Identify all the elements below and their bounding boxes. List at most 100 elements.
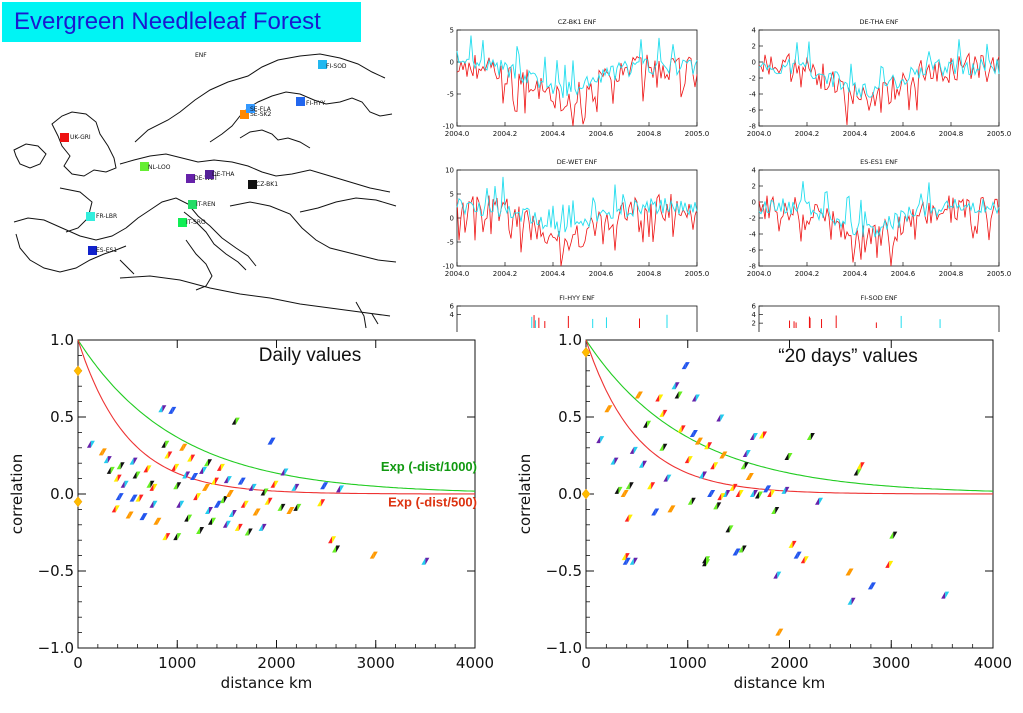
data-point	[754, 491, 763, 499]
ts-xtick: 2004.6	[891, 130, 916, 138]
coastlines	[13, 53, 397, 329]
site-marker-it-sro	[178, 218, 187, 227]
y-tick-label: 0.5	[558, 408, 582, 426]
data-point	[421, 557, 430, 565]
data-point	[73, 496, 83, 508]
site-label-fi-hyy: FI-HYY	[306, 100, 326, 107]
data-point	[725, 525, 734, 533]
data-point	[216, 463, 225, 471]
data-point	[867, 582, 876, 590]
data-point	[149, 500, 158, 508]
ts-series-red	[758, 195, 1000, 267]
x-tick-label: 1000	[158, 654, 196, 672]
data-point	[621, 553, 630, 561]
data-point	[219, 496, 228, 504]
data-point	[252, 508, 261, 516]
x-tick-label: 0	[73, 654, 83, 672]
data-point	[332, 545, 341, 553]
site-marker-fi-hyy	[296, 97, 305, 106]
y-tick-label: 1.0	[558, 331, 582, 349]
ts-ytick: 4	[752, 311, 757, 319]
x-tick-label: 2000	[257, 654, 295, 672]
data-point	[581, 346, 591, 358]
data-point	[622, 557, 631, 565]
data-point	[847, 597, 856, 605]
data-point	[596, 436, 605, 444]
data-point	[234, 523, 243, 531]
ts-ytick: 0	[752, 199, 756, 207]
data-point	[222, 520, 231, 528]
ts-xtick: 2004.8	[637, 130, 662, 138]
ts-series-red	[456, 193, 698, 267]
y-axis-label: correlation	[8, 454, 26, 535]
data-point	[173, 533, 182, 541]
ts-ytick: -8	[749, 263, 756, 271]
ts-ytick: -5	[447, 91, 454, 99]
y-tick-label: 0.5	[50, 408, 74, 426]
ts-title: CZ-BK1 ENF	[558, 18, 597, 26]
data-point	[735, 490, 744, 497]
data-point	[722, 490, 731, 497]
ts-frame	[456, 29, 698, 127]
data-point	[190, 473, 199, 481]
site-marker-cz-bk1	[248, 180, 257, 189]
data-point	[771, 506, 780, 514]
data-point	[176, 500, 185, 508]
ts-xtick: 2004.8	[939, 130, 964, 138]
data-point	[740, 462, 749, 470]
x-tick-label: 0	[581, 654, 591, 672]
data-point	[793, 551, 802, 559]
data-point	[320, 482, 329, 490]
data-point	[749, 433, 758, 441]
ts-ytick: 0	[752, 59, 756, 67]
data-point	[638, 460, 647, 468]
site-label-fr-lbr: FR-LBR	[96, 213, 117, 220]
ts-xtick: 2004.6	[891, 270, 916, 278]
data-point	[286, 506, 295, 514]
site-marker-de-wet	[186, 174, 195, 183]
timeseries-panel: CZ-BK1 ENF 5 0 -5 -10 2004.0 2004.2 2004.4 2004.…	[420, 10, 1020, 332]
ts-ytick: 2	[752, 320, 756, 328]
ts-ytick: 10	[445, 167, 454, 175]
ts-title: DE-THA ENF	[860, 18, 899, 26]
data-point	[732, 548, 741, 556]
data-point	[629, 446, 638, 454]
chart-title: Daily values	[259, 345, 361, 366]
data-point	[713, 502, 722, 510]
ts-xtick: 2005.0	[987, 130, 1012, 138]
x-tick-label: 4000	[974, 654, 1012, 672]
site-label-de-tha: DE-THA	[212, 171, 235, 178]
data-point	[687, 497, 696, 505]
data-point	[659, 443, 668, 451]
ts-ytick: 0	[450, 215, 454, 223]
ts-xtick: 2004.0	[445, 270, 470, 278]
data-point	[98, 448, 107, 456]
x-tick-label: 2000	[770, 654, 808, 672]
data-point	[624, 514, 633, 522]
x-axis-label: distance km	[221, 674, 313, 692]
data-point	[258, 523, 267, 531]
data-point	[277, 503, 286, 511]
data-point	[116, 462, 125, 470]
ts-ytick: -4	[749, 91, 757, 99]
ts-title: DE-WET ENF	[557, 158, 598, 166]
data-point	[270, 480, 279, 488]
y-tick-label: −0.5	[38, 562, 74, 580]
data-point	[759, 431, 768, 439]
data-point	[763, 485, 772, 493]
site-marker-fr-lbr	[86, 212, 95, 221]
ts-title: ES-ES1 ENF	[860, 158, 898, 166]
x-axis-label: distance km	[734, 674, 826, 692]
data-point	[228, 510, 237, 518]
data-point	[125, 511, 134, 519]
data-point	[581, 488, 591, 500]
data-point	[684, 456, 693, 464]
ts-xtick: 2004.0	[747, 270, 772, 278]
data-point	[237, 477, 246, 485]
ts-ytick: -6	[749, 107, 757, 115]
data-point	[182, 471, 191, 479]
fit-curve-500	[585, 339, 993, 495]
data-point	[146, 480, 155, 488]
data-point	[149, 483, 158, 491]
